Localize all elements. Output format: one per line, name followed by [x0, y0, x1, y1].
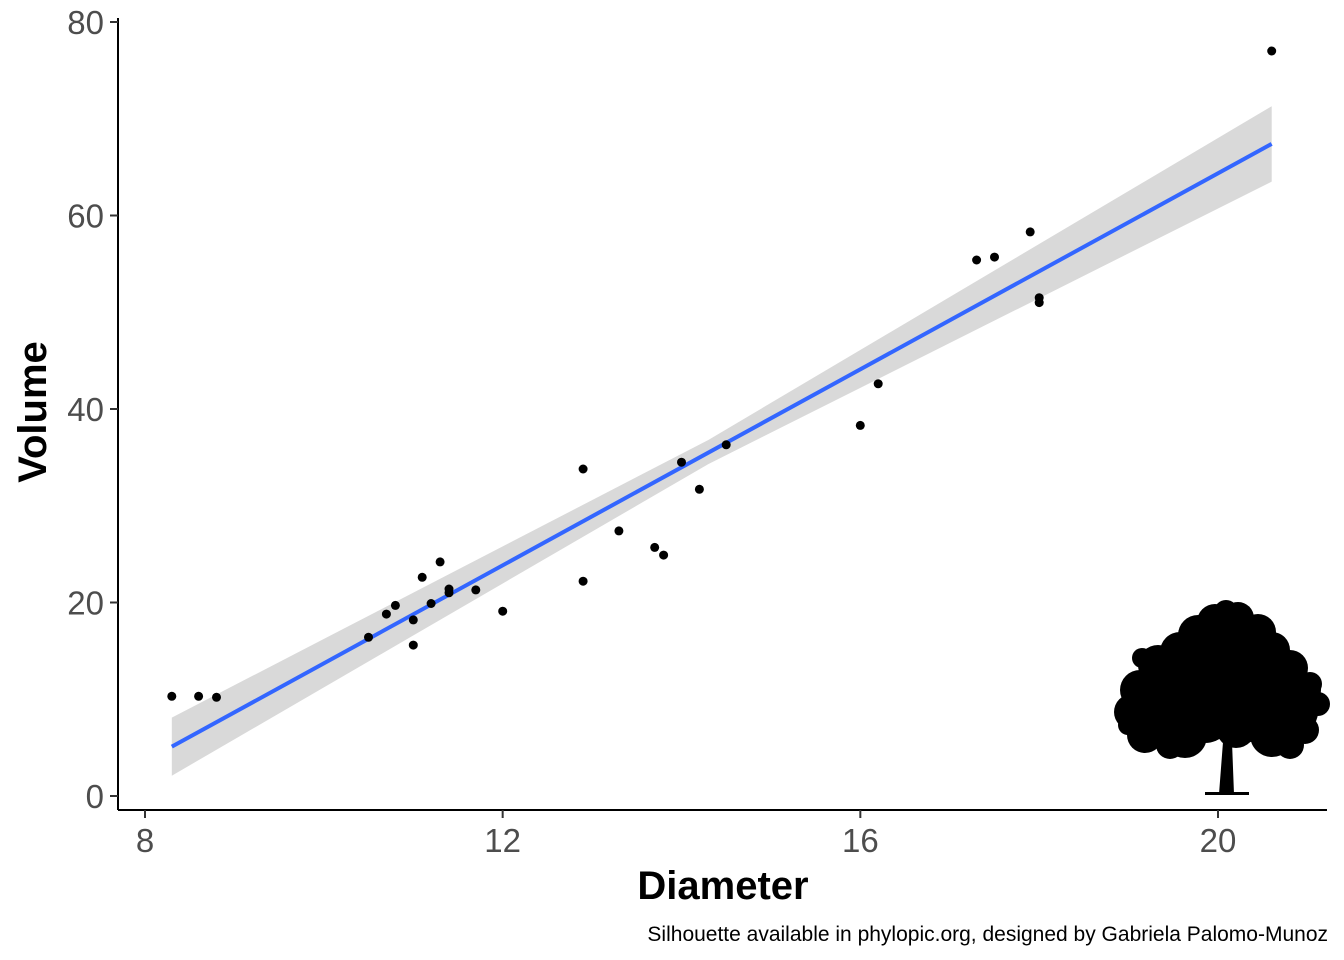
tree-crown-blob — [1276, 731, 1304, 759]
data-point — [614, 526, 624, 536]
tree-ground — [1205, 792, 1249, 795]
x-ticks: 8 12 16 20 — [136, 810, 1237, 859]
confidence-band-layer — [171, 106, 1272, 776]
x-tick-label: 20 — [1200, 822, 1237, 859]
axes — [117, 18, 1327, 811]
data-point — [972, 255, 982, 265]
data-point — [855, 420, 865, 430]
data-point — [471, 585, 481, 595]
data-point — [677, 457, 686, 467]
data-point — [1267, 46, 1277, 56]
tree-crown-blob — [1156, 731, 1184, 759]
tree-crown-blob — [1306, 692, 1330, 716]
y-tick-label: 0 — [86, 778, 104, 815]
data-point — [390, 600, 400, 610]
tree-crown-blob — [1214, 600, 1238, 624]
y-tick-label: 80 — [67, 4, 104, 41]
data-point — [435, 557, 445, 567]
data-point — [990, 252, 999, 262]
data-point — [408, 615, 418, 625]
data-point — [873, 379, 883, 389]
data-point — [650, 542, 660, 552]
x-tick-label: 16 — [842, 822, 879, 859]
y-ticks: 0 20 40 60 80 — [67, 4, 118, 815]
data-point — [212, 692, 221, 702]
data-point — [426, 599, 436, 608]
x-axis-title: Diameter — [637, 864, 808, 908]
data-point — [381, 609, 391, 619]
data-point — [1034, 298, 1044, 308]
tree-crown-blob — [1132, 648, 1152, 668]
data-points-layer — [167, 46, 1277, 702]
data-point — [578, 576, 588, 586]
data-point — [364, 632, 373, 642]
data-point — [498, 606, 508, 616]
tree-icon — [1114, 600, 1330, 795]
data-point — [444, 584, 454, 594]
data-point — [408, 640, 418, 650]
caption: Silhouette available in phylopic.org, de… — [647, 923, 1328, 946]
tree-crown-blob — [1118, 715, 1138, 735]
y-tick-label: 20 — [67, 585, 104, 622]
y-tick-label: 40 — [67, 391, 104, 428]
tree-crown-blob — [1298, 672, 1322, 696]
data-point — [167, 691, 177, 701]
x-tick-label: 12 — [484, 822, 521, 859]
y-axis-title: Volume — [11, 341, 55, 483]
tree-crown-blob — [1216, 708, 1256, 748]
tree-trunk — [1198, 708, 1254, 794]
data-point — [578, 464, 588, 474]
data-point — [417, 572, 427, 582]
data-point — [694, 484, 704, 494]
data-point — [659, 550, 669, 560]
y-tick-label: 60 — [67, 198, 104, 235]
x-tick-label: 8 — [136, 822, 154, 859]
data-point — [1025, 227, 1035, 237]
confidence-band — [171, 106, 1272, 776]
data-point — [721, 440, 731, 450]
data-point — [194, 691, 204, 701]
